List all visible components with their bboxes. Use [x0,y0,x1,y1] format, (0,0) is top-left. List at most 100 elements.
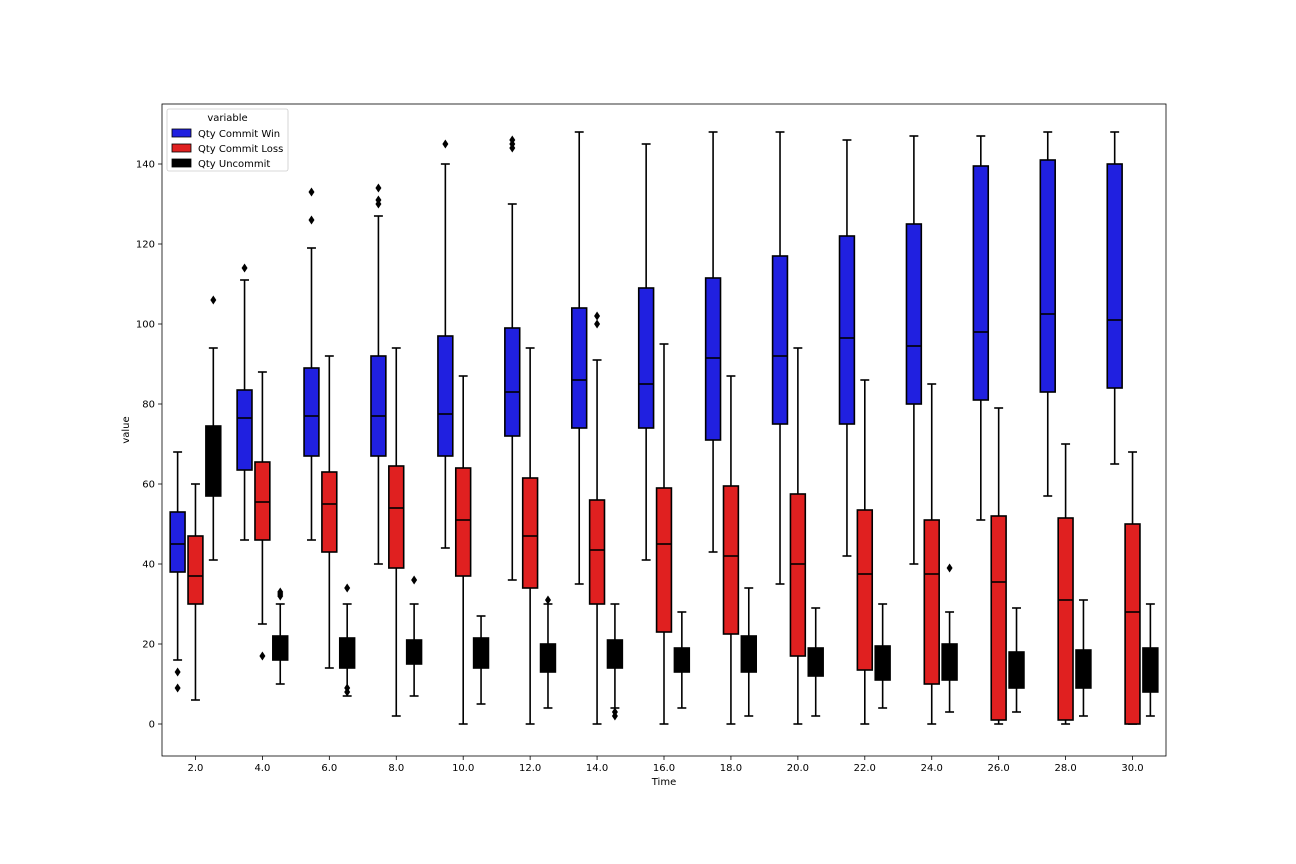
box-iqr [1106,163,1123,389]
box-iqr [1039,159,1056,393]
flier-point [442,139,449,149]
box-0-6 [570,131,588,585]
box-iqr [303,367,320,457]
flier-point [174,683,181,693]
y-tick-label: 0 [149,720,155,731]
box-0-7 [637,143,655,561]
box-2-10 [874,603,891,709]
legend-swatch [171,128,192,138]
y-axis-label: value [121,416,132,443]
box-iqr [655,487,673,633]
legend-swatch [171,158,192,168]
box-2-14 [1142,603,1159,717]
box-1-7 [655,343,673,725]
box-iqr [169,511,186,573]
box-iqr [789,493,807,657]
box-iqr [205,425,222,497]
box-2-5 [539,595,557,709]
flier-point [308,187,315,197]
box-0-12 [972,135,990,521]
box-iqr [807,647,824,677]
box-iqr [570,307,588,429]
box-2-11 [941,563,958,713]
x-tick-label: 12.0 [519,763,541,774]
box-0-1 [236,263,253,541]
legend-entry: Qty Commit Loss [198,144,283,155]
legend-box [166,108,289,172]
box-0-4 [437,139,454,549]
box-2-2 [338,583,356,697]
y-tick-label: 120 [136,240,155,251]
box-2-9 [807,607,824,717]
x-tick-label: 16.0 [653,763,675,774]
box-1-0 [187,483,204,701]
x-tick-label: 20.0 [787,763,809,774]
axes: Time value 0 20 40 60 80 100 120 140 2.0 4.0 6.0 8.… [121,103,1167,788]
box-0-5 [504,135,521,581]
box-iqr [1057,517,1074,721]
box-1-8 [722,375,740,725]
x-tick-label: 22.0 [854,763,876,774]
legend-entry: Qty Commit Win [198,129,280,140]
flier-point [344,687,351,697]
box-iqr [521,477,539,589]
box-2-6 [606,603,624,721]
box-iqr [704,277,722,441]
box-iqr [1124,523,1141,725]
box-2-13 [1075,599,1092,717]
box-iqr [338,637,356,669]
box-iqr [187,535,204,605]
box-1-6 [588,311,606,725]
box-iqr [740,635,758,673]
box-1-5 [521,347,539,725]
box-iqr [254,461,271,541]
x-tick-label: 8.0 [388,763,404,774]
flier-point [344,583,351,593]
box-1-4 [454,375,472,725]
x-tick-label: 26.0 [988,763,1010,774]
x-tick-label: 10.0 [452,763,474,774]
box-2-1 [272,587,289,685]
box-2-4 [472,615,490,705]
box-iqr [990,515,1007,721]
box-2-8 [740,587,758,717]
box-1-9 [789,347,807,725]
box-iqr [370,355,387,457]
flier-point [946,563,953,573]
x-tick-label: 14.0 [586,763,608,774]
box-0-8 [704,131,722,553]
flier-point [509,135,516,145]
box-2-0 [205,295,222,561]
box-iqr [606,639,624,669]
box-iqr [637,287,655,429]
flier-point [277,589,284,599]
box-iqr [905,223,923,405]
legend-entry: Qty Uncommit [198,159,270,170]
box-iqr [1142,647,1159,693]
flier-point [174,667,181,677]
x-axis-label: Time [651,777,676,788]
box-iqr [539,643,557,673]
box-iqr [437,335,454,457]
y-tick-label: 20 [142,640,155,651]
y-tick-label: 60 [142,480,155,491]
box-0-11 [905,135,923,565]
box-1-1 [254,371,271,661]
flier-point [259,651,266,661]
box-iqr [722,485,740,635]
x-tick-label: 2.0 [188,763,204,774]
box-0-9 [771,131,789,585]
box-0-0 [169,451,186,693]
flier-point [308,215,315,225]
box-2-3 [405,575,423,697]
box-0-2 [303,187,320,541]
box-iqr [941,643,958,681]
legend-title: variable [207,113,247,124]
box-2-12 [1008,607,1025,713]
box-1-2 [321,355,338,669]
box-iqr [236,389,253,471]
box-iqr [838,235,856,425]
box-1-10 [856,379,874,725]
box-iqr [972,165,990,401]
